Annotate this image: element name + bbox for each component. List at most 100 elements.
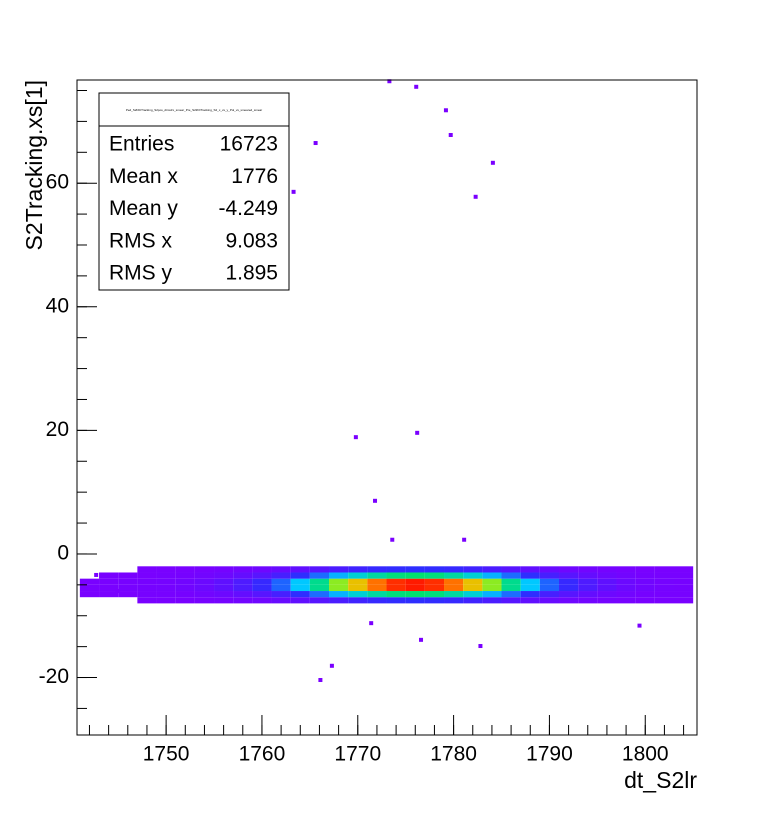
heat-cell <box>309 597 330 604</box>
outlier-cell <box>473 194 478 199</box>
heat-cell <box>175 591 195 598</box>
outlier-cell <box>318 678 323 683</box>
heat-cell <box>597 597 617 604</box>
heat-cell <box>156 591 176 598</box>
outlier-cell <box>478 644 483 649</box>
outlier-cell <box>637 623 642 628</box>
heat-cell <box>156 572 176 579</box>
heat-cell <box>271 578 291 585</box>
heat-cell <box>271 566 291 573</box>
stat-name: Mean y <box>109 197 178 220</box>
y-tick-label: -20 <box>39 665 69 688</box>
heat-cell <box>405 572 425 579</box>
heat-cell <box>290 572 310 579</box>
heat-cell <box>290 591 310 598</box>
y-tick-label: 0 <box>57 541 69 564</box>
heat-cell <box>348 591 368 598</box>
heat-cell <box>79 591 100 598</box>
outlier-cell <box>462 537 467 542</box>
heat-cell <box>252 597 272 604</box>
heat-cell <box>214 566 234 573</box>
heat-cell <box>156 584 176 592</box>
heat-cell <box>194 578 215 585</box>
heat-cell <box>386 566 406 573</box>
heat-cell <box>137 584 157 592</box>
heat-cell <box>194 572 215 579</box>
heat-cell <box>271 584 291 592</box>
heat-cell <box>214 591 234 598</box>
heat-cell <box>616 566 636 573</box>
heat-cell <box>597 591 617 598</box>
heat-cell <box>348 578 368 585</box>
heat-cell <box>616 591 636 598</box>
heat-cell <box>539 584 560 592</box>
heat-cell <box>309 578 330 585</box>
heat-cell <box>156 597 176 604</box>
heat-cell <box>674 572 694 579</box>
heat-cell <box>654 572 675 579</box>
stat-name: RMS y <box>109 262 173 285</box>
heat-cell <box>214 597 234 604</box>
heat-cell <box>175 566 195 573</box>
heat-cell <box>635 578 655 585</box>
heat-cell <box>118 584 138 592</box>
heat-cell <box>194 566 215 573</box>
outlier-cell <box>443 108 448 113</box>
heat-cell <box>520 572 540 579</box>
heat-cell <box>559 566 579 573</box>
heat-cell <box>252 584 272 592</box>
heat-cell <box>156 578 176 585</box>
heat-cell <box>520 584 540 592</box>
heat-cell <box>463 566 483 573</box>
outlier-cell <box>414 84 419 89</box>
y-tick-label: 60 <box>46 171 69 194</box>
heat-cell <box>654 566 675 573</box>
heat-cell <box>559 584 579 592</box>
heat-cell <box>290 597 310 604</box>
heat-cell <box>597 572 617 579</box>
heat-cell <box>137 597 157 604</box>
heat-cell <box>175 578 195 585</box>
heat-cell <box>329 584 349 592</box>
heat-cell <box>271 597 291 604</box>
heat-cell <box>444 597 464 604</box>
heat-cell <box>271 591 291 598</box>
y-axis-title: S2Tracking.xs[1] <box>21 80 47 250</box>
heat-cell <box>578 578 598 585</box>
heat-cell <box>156 566 176 573</box>
heat-cell <box>252 572 272 579</box>
heat-cell <box>539 578 560 585</box>
heat-cell <box>309 572 330 579</box>
heat-cell <box>463 597 483 604</box>
outlier-cell <box>415 430 420 435</box>
heat-cell <box>578 584 598 592</box>
heat-cell <box>99 578 119 585</box>
stat-value: 16723 <box>220 133 278 156</box>
heat-cell <box>290 578 310 585</box>
heat-cell <box>520 597 540 604</box>
heat-cell <box>559 597 579 604</box>
heat-cell <box>597 566 617 573</box>
heat-cell <box>539 566 560 573</box>
heat-cell <box>367 597 387 604</box>
heat-cell <box>367 578 387 585</box>
plot-frame <box>76 79 698 736</box>
outlier-cell <box>353 435 358 440</box>
heat-cell <box>424 584 445 592</box>
heat-cell <box>482 584 502 592</box>
heat-cell <box>137 572 157 579</box>
heat-cell <box>386 591 406 598</box>
heat-cell <box>674 566 694 573</box>
heat-cell <box>635 566 655 573</box>
outlier-cell <box>490 160 495 165</box>
heat-cell <box>424 566 445 573</box>
heat-cell <box>520 591 540 598</box>
heat-cell <box>329 597 349 604</box>
heat-cell <box>539 591 560 598</box>
heat-cell <box>635 572 655 579</box>
heat-cell <box>444 578 464 585</box>
heat-cell <box>501 591 521 598</box>
heat-cell <box>405 578 425 585</box>
axes: 1750 1760 1770 1780 1790 1800 -20 0 20 40 60 <box>39 90 685 766</box>
